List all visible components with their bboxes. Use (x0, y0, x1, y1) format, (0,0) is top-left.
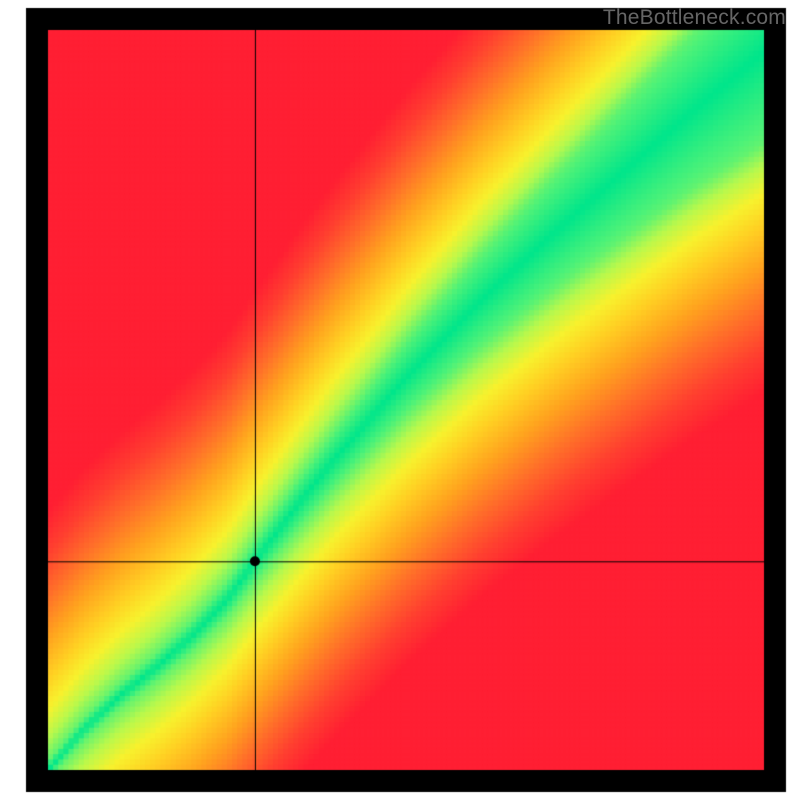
heatmap-canvas (0, 0, 800, 800)
attribution-text: TheBottleneck.com (603, 6, 786, 30)
bottleneck-heatmap (0, 0, 800, 800)
